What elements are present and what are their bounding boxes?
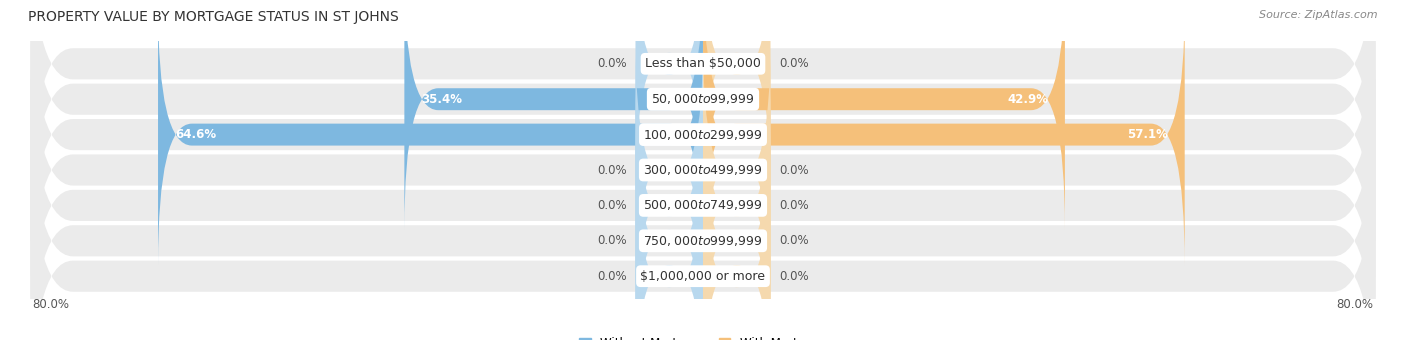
Text: 0.0%: 0.0% <box>779 164 808 176</box>
FancyBboxPatch shape <box>703 4 1185 265</box>
FancyBboxPatch shape <box>703 146 770 340</box>
Text: 0.0%: 0.0% <box>598 199 627 212</box>
Text: 64.6%: 64.6% <box>174 128 217 141</box>
Text: $100,000 to $299,999: $100,000 to $299,999 <box>644 128 762 141</box>
Text: 80.0%: 80.0% <box>32 298 69 311</box>
FancyBboxPatch shape <box>157 4 703 265</box>
FancyBboxPatch shape <box>703 39 770 301</box>
FancyBboxPatch shape <box>31 0 1375 261</box>
FancyBboxPatch shape <box>703 75 770 336</box>
FancyBboxPatch shape <box>636 75 703 336</box>
Text: 57.1%: 57.1% <box>1128 128 1168 141</box>
FancyBboxPatch shape <box>31 79 1375 340</box>
Legend: Without Mortgage, With Mortgage: Without Mortgage, With Mortgage <box>579 337 827 340</box>
FancyBboxPatch shape <box>31 0 1375 225</box>
Text: 0.0%: 0.0% <box>779 270 808 283</box>
Text: 35.4%: 35.4% <box>422 93 463 106</box>
Text: $500,000 to $749,999: $500,000 to $749,999 <box>644 199 762 212</box>
FancyBboxPatch shape <box>31 0 1375 296</box>
FancyBboxPatch shape <box>636 110 703 340</box>
Text: 0.0%: 0.0% <box>598 57 627 70</box>
Text: 0.0%: 0.0% <box>598 234 627 247</box>
FancyBboxPatch shape <box>31 115 1375 340</box>
FancyBboxPatch shape <box>636 0 703 194</box>
Text: $50,000 to $99,999: $50,000 to $99,999 <box>651 92 755 106</box>
FancyBboxPatch shape <box>703 0 1064 230</box>
FancyBboxPatch shape <box>703 0 770 194</box>
Text: Source: ZipAtlas.com: Source: ZipAtlas.com <box>1260 10 1378 20</box>
Text: 0.0%: 0.0% <box>779 57 808 70</box>
FancyBboxPatch shape <box>703 110 770 340</box>
Text: 42.9%: 42.9% <box>1007 93 1047 106</box>
Text: 0.0%: 0.0% <box>598 270 627 283</box>
Text: $1,000,000 or more: $1,000,000 or more <box>641 270 765 283</box>
Text: PROPERTY VALUE BY MORTGAGE STATUS IN ST JOHNS: PROPERTY VALUE BY MORTGAGE STATUS IN ST … <box>28 10 399 24</box>
Text: 0.0%: 0.0% <box>779 234 808 247</box>
Text: $750,000 to $999,999: $750,000 to $999,999 <box>644 234 762 248</box>
FancyBboxPatch shape <box>405 0 703 230</box>
Text: 80.0%: 80.0% <box>1337 298 1374 311</box>
Text: 0.0%: 0.0% <box>598 164 627 176</box>
Text: $300,000 to $499,999: $300,000 to $499,999 <box>644 163 762 177</box>
FancyBboxPatch shape <box>31 44 1375 340</box>
FancyBboxPatch shape <box>31 8 1375 332</box>
Text: 0.0%: 0.0% <box>779 199 808 212</box>
Text: Less than $50,000: Less than $50,000 <box>645 57 761 70</box>
FancyBboxPatch shape <box>636 39 703 301</box>
FancyBboxPatch shape <box>636 146 703 340</box>
